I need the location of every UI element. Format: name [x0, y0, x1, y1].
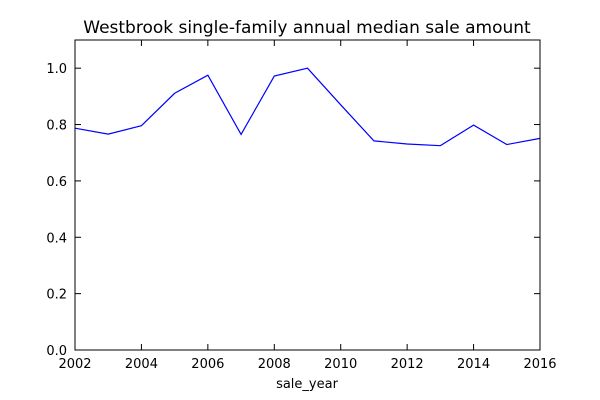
series-layer	[74, 67, 541, 147]
x-tick-label: 2014	[457, 357, 490, 372]
x-tick-label: 2002	[58, 357, 91, 372]
ticks-layer	[74, 40, 541, 351]
chart-title: Westbrook single-family annual median sa…	[83, 18, 531, 38]
x-tick-label: 2006	[191, 357, 224, 372]
x-tick-label: 2012	[391, 357, 424, 372]
series-line-0	[74, 67, 541, 147]
x-tick-label: 2004	[125, 357, 158, 372]
plot-frame	[74, 39, 541, 351]
y-tick-label: 1.0	[46, 62, 67, 77]
x-tick-label: 2016	[523, 357, 556, 372]
x-axis-label: sale_year	[276, 377, 339, 392]
x-tick-label: 2008	[258, 357, 291, 372]
x-tick-label: 2010	[324, 357, 357, 372]
y-tick-label: 0.4	[46, 231, 67, 246]
y-tick-label: 0.0	[46, 344, 67, 359]
y-tick-label: 0.8	[46, 119, 67, 134]
y-tick-label: 0.2	[46, 288, 67, 303]
tick-labels-layer: 2002 2004 2006 2008 2010 2012 2014 2016 0.0 0.2 0.…	[46, 62, 556, 372]
y-tick-label: 0.6	[46, 175, 67, 190]
